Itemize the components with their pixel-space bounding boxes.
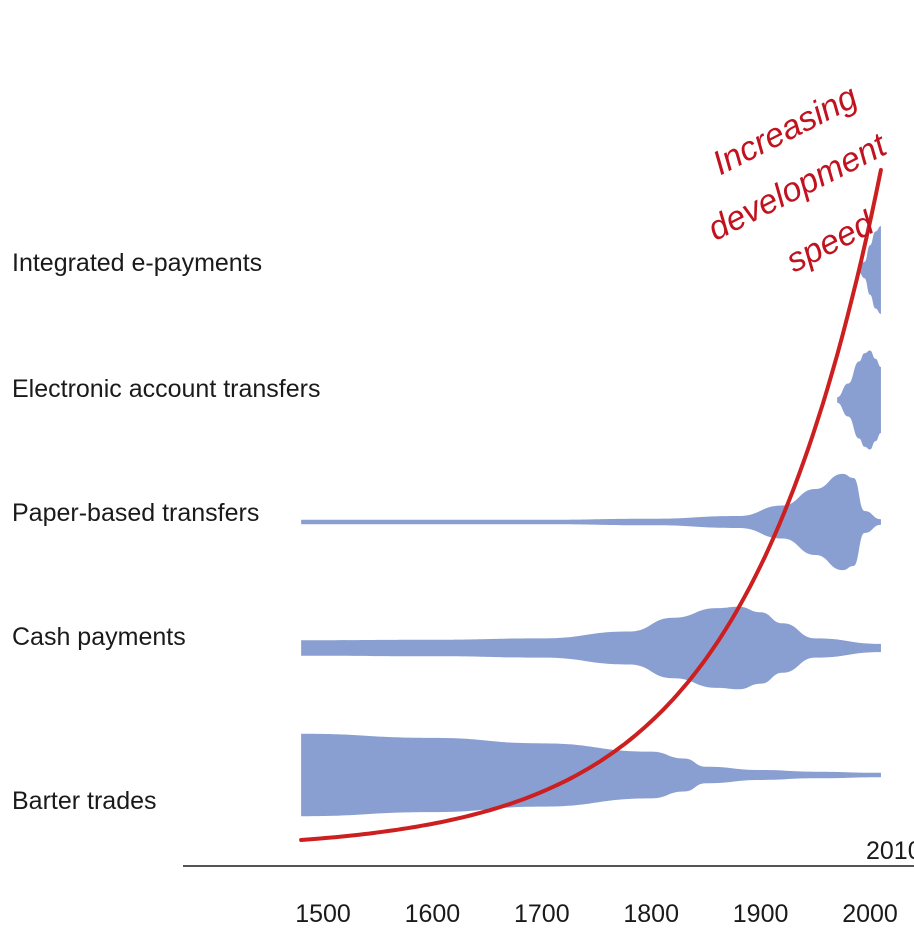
x-axis-ticks: 1500 1600 1700 1800 1900 2000 bbox=[295, 900, 898, 928]
category-label: Barter trades bbox=[12, 787, 157, 815]
stream-integrated-e-payments bbox=[859, 226, 881, 314]
category-label: Electronic account transfers bbox=[12, 375, 320, 403]
stream-barter-trades bbox=[301, 733, 881, 817]
x-tick-label: 2000 bbox=[842, 900, 898, 928]
x-tick-label: 1500 bbox=[295, 900, 351, 928]
category-labels: Integrated e-payments Electronic account … bbox=[12, 249, 320, 815]
category-label: Cash payments bbox=[12, 623, 186, 651]
stream-cash-payments bbox=[301, 606, 881, 690]
x-tick-label: 1800 bbox=[623, 900, 679, 928]
x-tick-label: 1700 bbox=[514, 900, 570, 928]
x-tick-label: 1600 bbox=[405, 900, 461, 928]
category-label: Integrated e-payments bbox=[12, 249, 262, 277]
trend-curve bbox=[299, 168, 883, 842]
trend-curve-layer bbox=[299, 168, 883, 842]
x-tick-label: 1900 bbox=[733, 900, 789, 928]
category-label: Paper-based transfers bbox=[12, 499, 259, 527]
payment-streams bbox=[301, 226, 881, 817]
end-year-label: 2010 bbox=[866, 837, 914, 865]
stream-electronic-account-transfers bbox=[837, 350, 881, 450]
stream-paper-based-transfers bbox=[301, 473, 881, 571]
